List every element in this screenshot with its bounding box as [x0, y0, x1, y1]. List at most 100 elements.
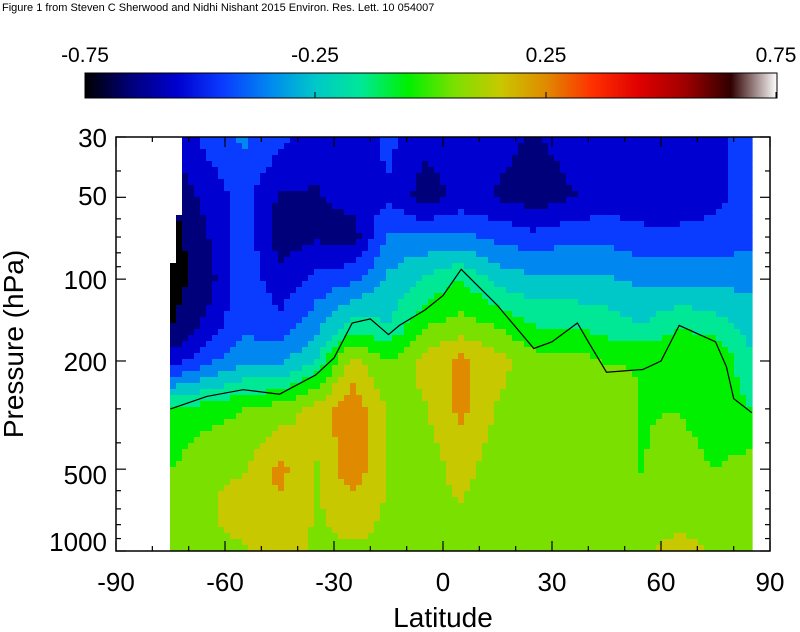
- heatmap-cell: [356, 161, 363, 168]
- heatmap-cell: [518, 269, 525, 276]
- heatmap-cell: [476, 419, 483, 426]
- heatmap-cell: [398, 173, 405, 180]
- heatmap-cell: [218, 299, 225, 306]
- heatmap-cell: [728, 275, 735, 282]
- heatmap-cell: [506, 401, 513, 408]
- heatmap-cell: [548, 353, 555, 360]
- heatmap-cell: [428, 443, 435, 450]
- heatmap-cell: [422, 185, 429, 192]
- heatmap-cell: [236, 359, 243, 366]
- heatmap-cell: [722, 269, 729, 276]
- heatmap-cell: [308, 425, 315, 432]
- heatmap-cell: [428, 413, 435, 420]
- heatmap-cell: [680, 251, 687, 258]
- heatmap-cell: [728, 137, 735, 144]
- heatmap-cell: [338, 269, 345, 276]
- heatmap-cell: [494, 227, 501, 234]
- heatmap-cell: [734, 257, 741, 264]
- heatmap-cell: [296, 269, 303, 276]
- heatmap-cell: [296, 311, 303, 318]
- heatmap-cell: [356, 179, 363, 186]
- heatmap-cell: [170, 395, 177, 402]
- heatmap-cell: [260, 167, 267, 174]
- heatmap-cell: [530, 143, 537, 150]
- heatmap-cell: [374, 329, 381, 336]
- heatmap-cell: [548, 185, 555, 192]
- heatmap-cell: [482, 233, 489, 240]
- heatmap-cell: [470, 269, 477, 276]
- heatmap-cell: [632, 407, 639, 414]
- heatmap-cell: [296, 191, 303, 198]
- heatmap-cell: [638, 197, 645, 204]
- heatmap-cell: [266, 299, 273, 306]
- heatmap-cell: [686, 245, 693, 252]
- heatmap-cell: [332, 281, 339, 288]
- heatmap-cell: [332, 311, 339, 318]
- heatmap-cell: [212, 173, 219, 180]
- heatmap-cell: [404, 353, 411, 360]
- heatmap-cell: [278, 365, 285, 372]
- heatmap-cell: [422, 299, 429, 306]
- heatmap-cell: [506, 431, 513, 438]
- heatmap-cell: [374, 425, 381, 432]
- heatmap-cell: [242, 263, 249, 270]
- heatmap-cell: [386, 371, 393, 378]
- heatmap-cell: [386, 245, 393, 252]
- heatmap-cell: [326, 419, 333, 426]
- heatmap-cell: [254, 263, 261, 270]
- heatmap-cell: [710, 341, 717, 348]
- heatmap-cell: [458, 203, 465, 210]
- heatmap-cell: [626, 389, 633, 396]
- heatmap-cell: [422, 365, 429, 372]
- heatmap-cell: [692, 365, 699, 372]
- heatmap-cell: [470, 413, 477, 420]
- heatmap-cell: [188, 227, 195, 234]
- heatmap-cell: [422, 383, 429, 390]
- heatmap-cell: [254, 215, 261, 222]
- heatmap-cell: [488, 251, 495, 258]
- heatmap-cell: [596, 191, 603, 198]
- heatmap-cell: [554, 437, 561, 444]
- heatmap-cell: [674, 191, 681, 198]
- heatmap-cell: [692, 323, 699, 330]
- heatmap-cell: [374, 245, 381, 252]
- heatmap-cell: [266, 137, 273, 144]
- heatmap-cell: [398, 323, 405, 330]
- heatmap-cell: [596, 335, 603, 342]
- heatmap-cell: [548, 407, 555, 414]
- heatmap-cell: [566, 215, 573, 222]
- heatmap-cell: [458, 233, 465, 240]
- heatmap-cell: [218, 185, 225, 192]
- heatmap-cell: [320, 371, 327, 378]
- heatmap-cell: [278, 377, 285, 384]
- heatmap-cell: [326, 341, 333, 348]
- heatmap-cell: [470, 365, 477, 372]
- heatmap-cell: [650, 293, 657, 300]
- heatmap-cell: [212, 227, 219, 234]
- heatmap-cell: [542, 233, 549, 240]
- heatmap-cell: [686, 425, 693, 432]
- heatmap-cell: [512, 197, 519, 204]
- heatmap-cell: [536, 389, 543, 396]
- heatmap-cell: [572, 389, 579, 396]
- heatmap-cell: [206, 419, 213, 426]
- heatmap-cell: [188, 317, 195, 324]
- heatmap-cell: [452, 209, 459, 216]
- heatmap-cell: [500, 143, 507, 150]
- heatmap-cell: [254, 155, 261, 162]
- heatmap-cell: [674, 419, 681, 426]
- heatmap-cell: [206, 329, 213, 336]
- heatmap-cell: [296, 419, 303, 426]
- heatmap-cell: [614, 401, 621, 408]
- heatmap-cell: [662, 395, 669, 402]
- heatmap-cell: [218, 209, 225, 216]
- heatmap-cell: [386, 425, 393, 432]
- heatmap-cell: [536, 293, 543, 300]
- heatmap-cell: [512, 233, 519, 240]
- heatmap-cell: [506, 323, 513, 330]
- heatmap-cell: [458, 221, 465, 228]
- heatmap-cell: [662, 179, 669, 186]
- heatmap-cell: [200, 341, 207, 348]
- heatmap-cell: [212, 413, 219, 420]
- heatmap-cell: [308, 437, 315, 444]
